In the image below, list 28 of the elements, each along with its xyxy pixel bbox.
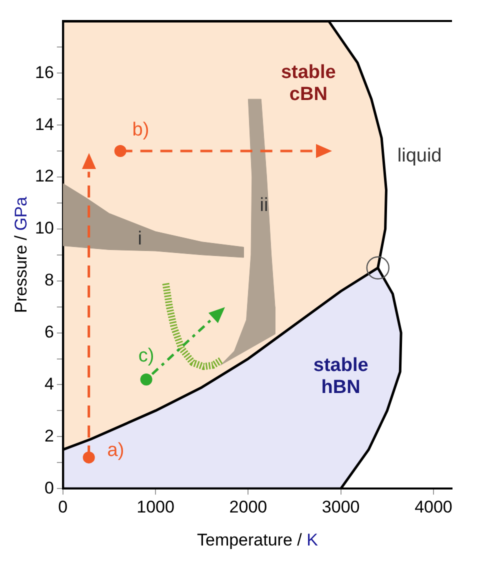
y-axis-title: Pressure / GPa [12,196,31,314]
annotation: c) [138,345,154,366]
annotation: ii [260,194,268,216]
x-axis-title: Temperature / K [196,530,319,550]
point [82,451,95,464]
y-tick-label: 12 [34,166,54,186]
x-tick-label: 0 [58,497,68,516]
annotation: liquid [397,145,442,166]
y-tick-label: 14 [34,114,54,134]
x-tick-label: 4000 [414,497,452,516]
annotation: stable hBN [313,355,368,398]
point [140,374,152,386]
y-tick-label: 2 [44,426,54,446]
y-tick-label: 10 [34,218,54,238]
point [114,145,126,158]
annotation: stable cBN [280,62,336,105]
annotation: i [138,228,142,250]
y-tick-label: 16 [34,62,54,82]
y-tick-label: 4 [44,374,54,394]
annotation: b) [132,119,150,140]
x-tick-label: 1000 [136,497,174,516]
x-tick-label: 3000 [322,497,360,516]
y-tick-label: 6 [44,322,54,342]
y-tick-label: 0 [44,478,54,498]
x-tick-label: 2000 [229,497,268,516]
y-tick-label: 8 [44,270,54,290]
annotation: a) [107,440,124,462]
point [366,256,390,280]
